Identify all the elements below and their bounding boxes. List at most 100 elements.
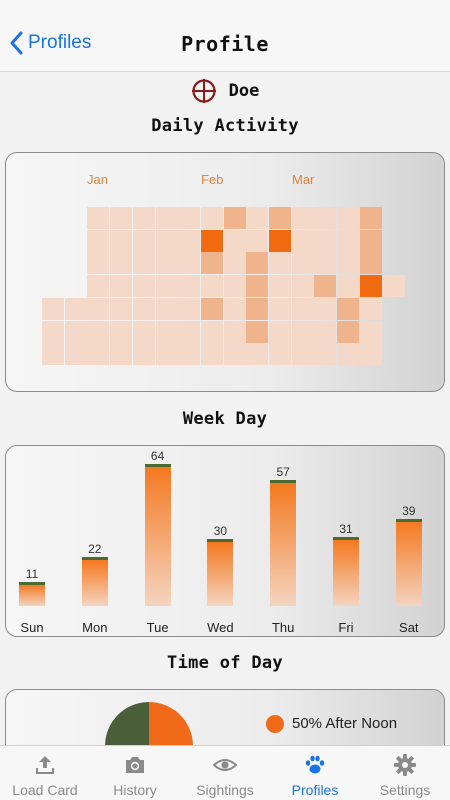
heatmap-cell <box>132 297 155 320</box>
heatmap-cell <box>314 297 337 320</box>
heatmap-cell <box>87 343 110 366</box>
heatmap-cell <box>291 297 314 320</box>
heatmap-cell <box>64 320 87 343</box>
x-tick-label: Sun <box>20 620 44 635</box>
heatmap-cell <box>200 207 223 229</box>
heatmap-cell <box>223 207 246 229</box>
heatmap-cell <box>200 297 223 320</box>
heatmap-cell <box>246 297 269 320</box>
chevron-left-icon <box>10 31 23 55</box>
month-label-jan: Jan <box>87 172 108 187</box>
heatmap-cell <box>132 343 155 366</box>
heatmap-cell <box>337 252 360 275</box>
bar-wed <box>207 539 234 606</box>
bar-value-label: 22 <box>88 542 102 557</box>
legend-dot-after-noon <box>266 715 284 733</box>
heatmap-cell <box>110 229 133 252</box>
bar-tue <box>144 464 171 606</box>
week-day-title: Week Day <box>182 409 268 429</box>
heatmap-cell <box>269 207 291 229</box>
upload-icon <box>36 756 54 774</box>
heatmap-cell <box>155 207 178 229</box>
bar-value-label: 11 <box>25 566 39 581</box>
tab-label: Settings <box>379 782 431 798</box>
heatmap-cell <box>269 275 291 298</box>
tab-sightings[interactable]: Sightings <box>180 746 270 800</box>
heatmap-cell <box>200 229 223 252</box>
month-label-mar: Mar <box>292 172 315 187</box>
heatmap-cell <box>178 320 201 343</box>
heatmap-cell <box>314 252 337 275</box>
bar-sat <box>395 519 422 606</box>
heatmap-cell <box>155 275 178 298</box>
heatmap-cell <box>269 297 291 320</box>
heatmap-cell <box>359 207 382 229</box>
heatmap-cell <box>42 320 64 343</box>
heatmap-cell <box>178 252 201 275</box>
paw-icon <box>305 755 325 774</box>
heatmap-cell <box>269 252 291 275</box>
heatmap-cell <box>337 343 360 366</box>
bar-value-label: 39 <box>402 504 416 519</box>
heatmap-cell <box>200 343 223 366</box>
heatmap-cell <box>132 229 155 252</box>
bar-value-label: 64 <box>150 449 165 463</box>
heatmap-cell <box>155 252 178 275</box>
heatmap-cell <box>269 343 291 366</box>
heatmap-cell <box>87 207 110 229</box>
heatmap-cell <box>178 297 201 320</box>
heatmap-cell <box>223 343 246 366</box>
heatmap-cell <box>291 229 314 252</box>
heatmap-cell <box>132 320 155 343</box>
heatmap-cell <box>337 320 360 343</box>
heatmap-cell <box>87 229 110 252</box>
heatmap-cell <box>291 275 314 298</box>
heatmap-cell <box>223 229 246 252</box>
tab-label: Load Card <box>12 782 78 798</box>
legend-label: 50% After Noon <box>292 715 398 732</box>
bar-fri <box>333 537 359 606</box>
x-tick-label: Tue <box>146 620 169 635</box>
heatmap-cell <box>382 275 405 298</box>
tab-history[interactable]: History <box>90 746 180 800</box>
heatmap-cell <box>64 343 87 366</box>
back-button[interactable]: Profiles <box>8 30 91 56</box>
heatmap-cell <box>178 343 201 366</box>
heatmap-cell <box>178 275 201 298</box>
heatmap-cell <box>110 343 133 366</box>
heatmap-cell <box>42 343 64 366</box>
heatmap-cell <box>200 252 223 275</box>
tab-label: Profiles <box>291 782 339 798</box>
heatmap-cell <box>291 343 314 366</box>
tab-settings[interactable]: Settings <box>360 746 450 800</box>
heatmap-cell <box>337 229 360 252</box>
heatmap-cell <box>246 252 269 275</box>
heatmap-cell <box>223 297 246 320</box>
heatmap-cell <box>269 229 291 252</box>
tab-label: History <box>113 782 157 798</box>
x-tick-label: Thu <box>271 620 295 635</box>
eye-icon <box>213 759 237 771</box>
heatmap-cell <box>178 229 201 252</box>
tab-load-card[interactable]: Load Card <box>0 746 90 800</box>
tab-profiles[interactable]: Profiles <box>270 746 360 800</box>
heatmap-cell <box>132 207 155 229</box>
heatmap-cell <box>246 320 269 343</box>
heatmap-cell <box>359 229 382 252</box>
page-title: Profile <box>181 32 269 56</box>
heatmap-cell <box>155 229 178 252</box>
gear-icon <box>394 754 416 776</box>
heatmap-cell <box>291 252 314 275</box>
heatmap-cell <box>178 207 201 229</box>
bar-value-label: 30 <box>213 524 228 539</box>
daily-activity-title: Daily Activity <box>151 116 299 136</box>
heatmap-cell <box>87 297 110 320</box>
heatmap-cell <box>246 275 269 298</box>
heatmap-cell <box>155 343 178 366</box>
heatmap-cell <box>314 320 337 343</box>
heatmap-cell <box>291 320 314 343</box>
x-tick-label: Fri <box>338 620 354 635</box>
heatmap-cell <box>269 320 291 343</box>
month-label-feb: Feb <box>201 172 224 187</box>
heatmap-cell <box>110 207 133 229</box>
